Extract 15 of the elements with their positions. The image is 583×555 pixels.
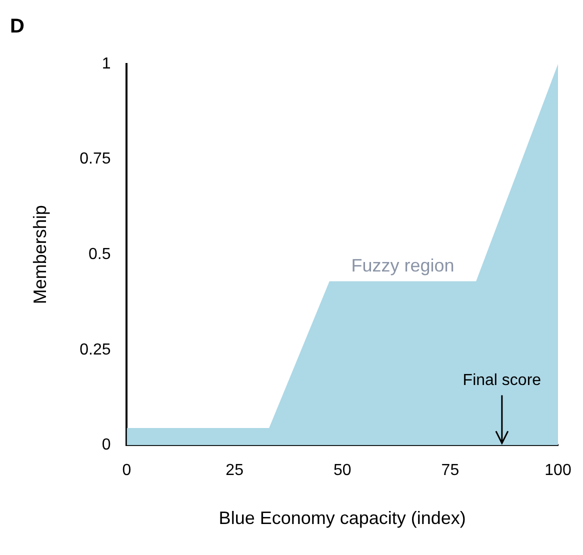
x-tick-label: 0 bbox=[122, 462, 132, 480]
annotation: Fuzzy region bbox=[351, 255, 454, 276]
x-tick-label: 75 bbox=[441, 462, 460, 480]
y-tick-label: 0.75 bbox=[80, 150, 111, 168]
y-tick-label: 0 bbox=[102, 436, 111, 454]
y-tick-label: 0.25 bbox=[80, 341, 111, 358]
x-tick-label: 25 bbox=[226, 462, 244, 480]
x-tick-label: 50 bbox=[333, 462, 352, 480]
x-axis-title: Blue Economy capacity (index) bbox=[218, 508, 466, 528]
x-tick-label: 100 bbox=[544, 462, 572, 480]
chart-title: D bbox=[10, 16, 24, 38]
y-tick-label: 1 bbox=[102, 55, 111, 72]
y-tick-label: 0.5 bbox=[88, 246, 111, 264]
annotation: Final score bbox=[462, 372, 542, 390]
y-axis-title: Membership bbox=[30, 205, 50, 304]
